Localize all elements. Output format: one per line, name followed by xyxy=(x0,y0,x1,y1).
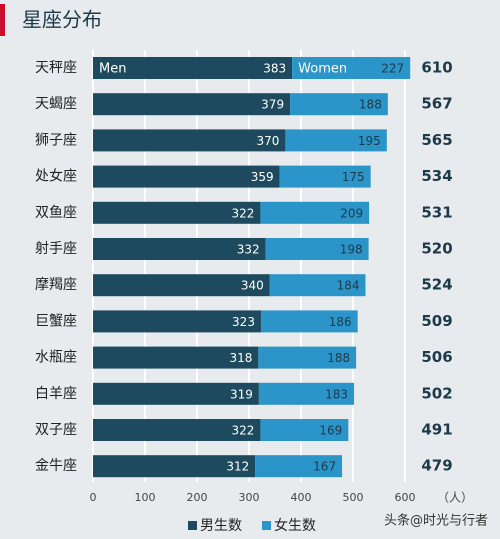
y-tick-label: 天蝎座 xyxy=(35,96,77,112)
value-label: 340 xyxy=(241,279,264,293)
bar-segment xyxy=(93,346,259,369)
value-label: 319 xyxy=(230,387,253,401)
total-label: 502 xyxy=(421,384,452,402)
y-tick-label: 狮子座 xyxy=(35,132,77,148)
total-label: 567 xyxy=(421,95,452,113)
y-tick-label: 双子座 xyxy=(35,422,77,438)
bar-segment xyxy=(93,129,286,152)
watermark: 头条@时光与行者 xyxy=(384,513,488,529)
total-label: 479 xyxy=(421,457,452,475)
value-label: 183 xyxy=(325,387,348,401)
legend-label: 男生数 xyxy=(200,518,242,534)
x-tick-label: 0 xyxy=(90,491,97,504)
x-tick-label: 100 xyxy=(135,491,156,504)
value-label: 169 xyxy=(319,424,342,438)
bar-segment xyxy=(269,274,366,297)
bar-segment xyxy=(290,93,388,116)
x-unit: （人） xyxy=(437,491,473,505)
value-label: 359 xyxy=(251,170,274,184)
bar-segment xyxy=(258,382,355,405)
x-tick-label: 200 xyxy=(187,491,208,504)
value-label: 209 xyxy=(340,206,363,220)
value-label: 318 xyxy=(229,351,252,365)
legend-swatch xyxy=(262,521,271,530)
value-label: 167 xyxy=(313,460,336,474)
bar-segment xyxy=(93,165,280,188)
value-label: 195 xyxy=(358,134,381,148)
total-label: 506 xyxy=(421,348,452,366)
bar-segment xyxy=(93,201,261,224)
value-label: 312 xyxy=(226,460,249,474)
x-tick-label: 400 xyxy=(291,491,312,504)
legend-swatch xyxy=(188,521,197,530)
total-label: 531 xyxy=(421,203,452,221)
bar-segment xyxy=(285,129,387,152)
bar-segment xyxy=(93,274,270,297)
bar-segment xyxy=(93,310,261,333)
value-label: 322 xyxy=(232,424,255,438)
value-label: 184 xyxy=(337,279,360,293)
y-tick-label: 摩羯座 xyxy=(35,276,77,293)
value-label: 383 xyxy=(263,62,286,76)
bar-segment xyxy=(260,419,349,441)
value-label: 322 xyxy=(232,206,255,220)
x-tick-label: 300 xyxy=(239,491,260,504)
total-label: 565 xyxy=(421,131,452,149)
y-tick-label: 水瓶座 xyxy=(35,350,77,366)
value-label: 379 xyxy=(261,98,284,112)
series-annotation: Men xyxy=(99,62,126,77)
value-label: 198 xyxy=(340,243,363,257)
chart-title: 星座分布 xyxy=(22,8,102,32)
bar-segment xyxy=(260,201,370,224)
value-label: 188 xyxy=(359,98,382,112)
bar-segment xyxy=(93,93,291,116)
total-label: 509 xyxy=(421,312,452,330)
value-label: 370 xyxy=(256,134,279,148)
y-tick-label: 处女座 xyxy=(35,168,77,185)
value-label: 186 xyxy=(329,315,352,329)
bar-segment xyxy=(93,455,256,478)
bar-segment xyxy=(279,165,371,188)
value-label: 227 xyxy=(381,62,404,76)
y-tick-label: 白羊座 xyxy=(35,386,77,402)
bar-segment xyxy=(93,57,293,79)
value-label: 332 xyxy=(237,243,260,257)
bar-segment xyxy=(93,382,259,405)
bar-segment xyxy=(93,238,266,260)
total-label: 491 xyxy=(421,421,452,439)
bar-segment xyxy=(292,57,411,79)
bar-segment xyxy=(255,455,343,478)
total-label: 534 xyxy=(421,167,452,185)
y-tick-label: 射手座 xyxy=(35,241,77,257)
total-label: 524 xyxy=(421,276,452,294)
x-tick-label: 600 xyxy=(395,491,416,504)
y-tick-label: 巨蟹座 xyxy=(35,313,77,329)
total-label: 610 xyxy=(421,59,452,77)
y-tick-label: 双鱼座 xyxy=(35,204,77,221)
x-tick-label: 500 xyxy=(343,491,364,504)
bar-segment xyxy=(258,346,357,369)
total-label: 520 xyxy=(421,240,452,258)
bar-segment xyxy=(93,419,261,441)
bar-segment xyxy=(260,310,358,333)
legend-label: 女生数 xyxy=(274,517,316,534)
bar-segment xyxy=(265,238,369,260)
y-tick-label: 金牛座 xyxy=(35,458,77,474)
value-label: 175 xyxy=(342,170,365,184)
value-label: 188 xyxy=(327,351,350,365)
value-label: 323 xyxy=(232,315,255,329)
series-annotation: Women xyxy=(298,62,347,77)
y-tick-label: 天秤座 xyxy=(35,60,77,76)
title-accent xyxy=(0,4,5,36)
